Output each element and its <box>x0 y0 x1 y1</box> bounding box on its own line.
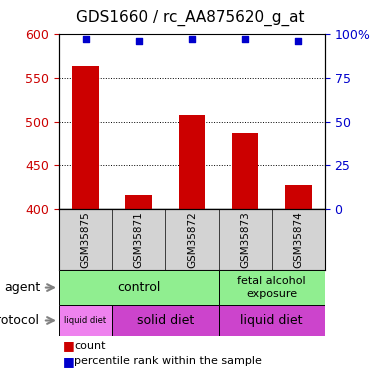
Text: liquid diet: liquid diet <box>241 314 303 327</box>
Text: GSM35875: GSM35875 <box>81 211 90 268</box>
Text: GDS1660 / rc_AA875620_g_at: GDS1660 / rc_AA875620_g_at <box>76 9 304 26</box>
Text: ■: ■ <box>63 339 74 352</box>
Bar <box>285 185 312 209</box>
Bar <box>72 66 99 209</box>
Text: agent: agent <box>4 281 40 294</box>
Text: GSM35872: GSM35872 <box>187 211 197 268</box>
Text: fetal alcohol
exposure: fetal alcohol exposure <box>238 276 306 299</box>
Text: GSM35871: GSM35871 <box>134 211 144 268</box>
Text: protocol: protocol <box>0 314 40 327</box>
Point <box>242 36 248 42</box>
Point <box>295 38 301 44</box>
Bar <box>59 305 112 336</box>
Point <box>136 38 142 44</box>
Bar <box>179 114 205 209</box>
Point <box>82 36 89 42</box>
Text: ■: ■ <box>63 355 74 368</box>
Bar <box>125 195 152 209</box>
Bar <box>112 305 218 336</box>
Text: percentile rank within the sample: percentile rank within the sample <box>74 356 262 366</box>
Bar <box>218 305 325 336</box>
Bar <box>232 133 258 209</box>
Text: liquid diet: liquid diet <box>65 316 106 325</box>
Bar <box>59 270 218 305</box>
Point <box>189 36 195 42</box>
Bar <box>218 270 325 305</box>
Text: control: control <box>117 281 160 294</box>
Text: solid diet: solid diet <box>137 314 194 327</box>
Text: count: count <box>74 340 106 351</box>
Text: GSM35874: GSM35874 <box>293 211 303 268</box>
Text: GSM35873: GSM35873 <box>240 211 250 268</box>
